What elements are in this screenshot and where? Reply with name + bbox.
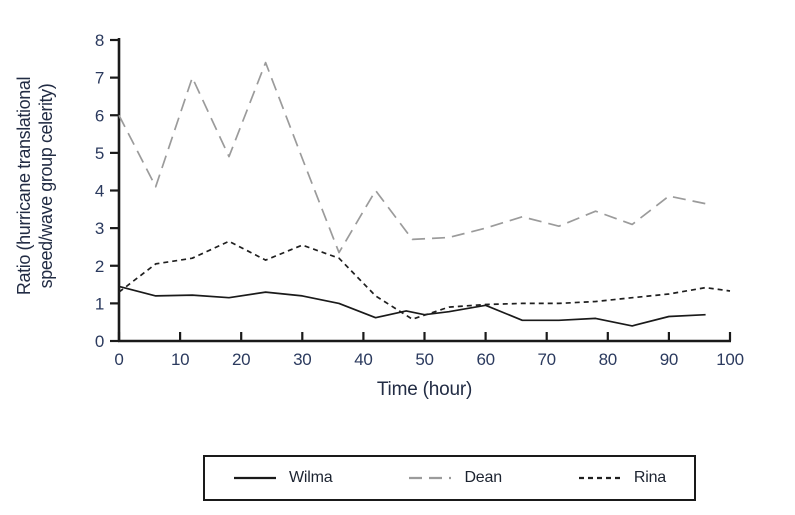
x-tick-label: 10 xyxy=(171,350,189,369)
x-axis-title: Time (hour) xyxy=(377,379,472,400)
x-tick-label: 80 xyxy=(599,350,617,369)
legend-label-dean: Dean xyxy=(464,469,502,486)
y-tick-label: 0 xyxy=(95,332,104,351)
y-tick-label: 4 xyxy=(95,182,104,201)
x-tick-label: 90 xyxy=(660,350,678,369)
legend-line-sample-rina xyxy=(578,476,621,480)
y-axis-title-line2: speed/wave group celerity) xyxy=(36,83,56,289)
y-tick-label: 6 xyxy=(95,106,104,125)
legend-label-wilma: Wilma xyxy=(289,469,333,486)
y-axis-title: Ratio (hurricane translational speed/wav… xyxy=(13,14,59,358)
x-tick-label: 50 xyxy=(415,350,433,369)
x-tick-label: 30 xyxy=(293,350,311,369)
y-tick-label: 1 xyxy=(95,294,104,313)
y-axis-title-line1: Ratio (hurricane translational xyxy=(14,76,34,296)
legend-item-dean: Dean xyxy=(408,469,502,487)
legend-label-rina: Rina xyxy=(633,469,666,486)
x-tick-label: 70 xyxy=(538,350,556,369)
legend-line-sample-dean xyxy=(409,476,452,480)
series-line-rina xyxy=(118,240,731,321)
legend-line-sample-wilma xyxy=(234,476,276,480)
series-line-wilma xyxy=(118,285,706,327)
legend-item-rina: Rina xyxy=(578,469,666,487)
x-tick-label: 60 xyxy=(476,350,494,369)
x-tick-label: 100 xyxy=(716,350,743,369)
y-tick-label: 5 xyxy=(95,144,104,163)
legend-item-wilma: Wilma xyxy=(233,469,333,487)
series-line-dean xyxy=(118,61,706,254)
legend: Wilma Dean Rina xyxy=(203,455,696,501)
x-tick-label: 40 xyxy=(354,350,372,369)
y-tick-label: 3 xyxy=(95,219,104,238)
x-tick-label: 0 xyxy=(114,350,123,369)
x-tick-label: 20 xyxy=(232,350,250,369)
y-tick-label: 2 xyxy=(95,257,104,276)
y-tick-label: 8 xyxy=(95,31,104,50)
y-tick-label: 7 xyxy=(95,69,104,88)
